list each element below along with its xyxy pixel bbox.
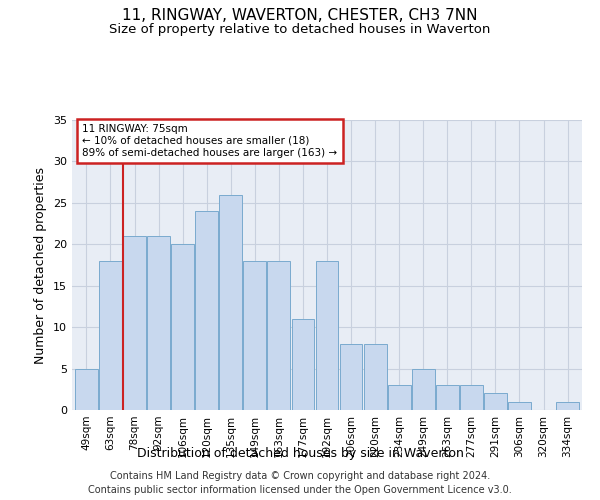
- Text: 11 RINGWAY: 75sqm
← 10% of detached houses are smaller (18)
89% of semi-detached: 11 RINGWAY: 75sqm ← 10% of detached hous…: [82, 124, 337, 158]
- Bar: [412, 368, 434, 410]
- Bar: [123, 236, 146, 410]
- Bar: [195, 211, 218, 410]
- Bar: [340, 344, 362, 410]
- Bar: [292, 319, 314, 410]
- Bar: [436, 385, 459, 410]
- Bar: [244, 261, 266, 410]
- Bar: [99, 261, 122, 410]
- Y-axis label: Number of detached properties: Number of detached properties: [34, 166, 47, 364]
- Text: Size of property relative to detached houses in Waverton: Size of property relative to detached ho…: [109, 22, 491, 36]
- Bar: [556, 402, 579, 410]
- Bar: [147, 236, 170, 410]
- Bar: [75, 368, 98, 410]
- Bar: [268, 261, 290, 410]
- Bar: [316, 261, 338, 410]
- Bar: [171, 244, 194, 410]
- Text: Contains HM Land Registry data © Crown copyright and database right 2024.
Contai: Contains HM Land Registry data © Crown c…: [88, 471, 512, 495]
- Bar: [460, 385, 483, 410]
- Bar: [484, 394, 507, 410]
- Bar: [388, 385, 410, 410]
- Bar: [364, 344, 386, 410]
- Bar: [220, 194, 242, 410]
- Text: 11, RINGWAY, WAVERTON, CHESTER, CH3 7NN: 11, RINGWAY, WAVERTON, CHESTER, CH3 7NN: [122, 8, 478, 22]
- Text: Distribution of detached houses by size in Waverton: Distribution of detached houses by size …: [137, 448, 463, 460]
- Bar: [508, 402, 531, 410]
